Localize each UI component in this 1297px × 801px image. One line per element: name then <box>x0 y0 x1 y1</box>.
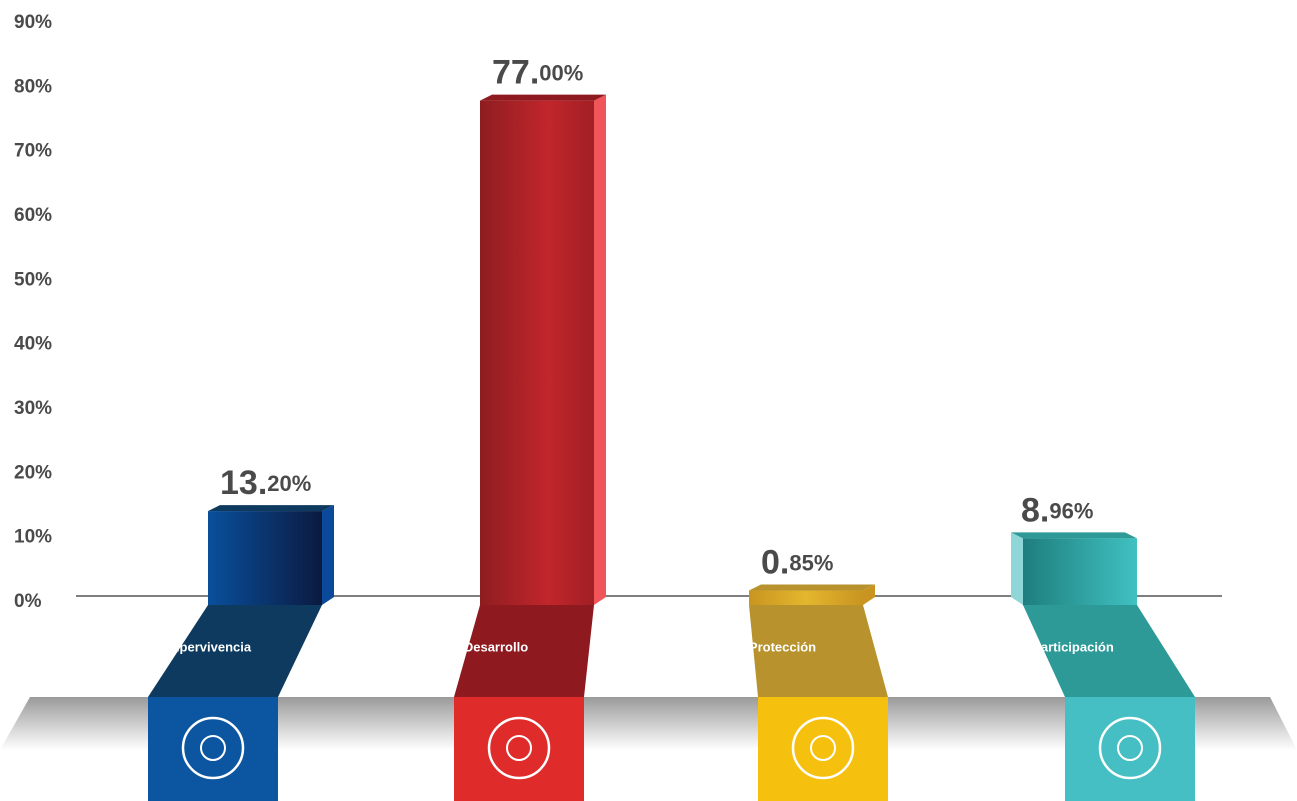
icon <box>1098 716 1162 780</box>
y-tick-label: 70% <box>14 141 52 162</box>
bar-side <box>322 505 334 605</box>
bar-side <box>1011 532 1023 605</box>
ribbon <box>148 605 322 697</box>
y-tick-label: 60% <box>14 205 52 226</box>
x-tick-label: Desarrollo <box>464 639 528 654</box>
y-tick-label: 30% <box>14 398 52 419</box>
bar-top <box>749 584 875 591</box>
floor <box>0 697 1297 750</box>
y-tick-label: 0% <box>14 591 42 612</box>
icon <box>487 716 551 780</box>
bar <box>1023 538 1137 596</box>
ribbon <box>749 605 888 697</box>
panel <box>758 697 888 801</box>
value-label: 13.20% <box>220 464 311 502</box>
panel <box>454 697 584 801</box>
value-label: 0.85% <box>761 544 833 582</box>
bar-base <box>208 596 322 605</box>
panel <box>1065 697 1195 801</box>
bar-base <box>1023 596 1137 605</box>
x-tick-label: Participación <box>1032 639 1114 654</box>
icon <box>181 716 245 780</box>
y-tick-label: 40% <box>14 334 52 355</box>
y-tick-label: 10% <box>14 527 52 548</box>
value-label: 77.00% <box>492 54 583 92</box>
ribbon <box>1023 605 1195 697</box>
bar-base <box>749 596 863 605</box>
value-label: 8.96% <box>1021 491 1093 529</box>
icon-inner <box>1117 735 1143 761</box>
ribbon <box>454 605 594 697</box>
y-tick-label: 50% <box>14 269 52 290</box>
y-tick-label: 90% <box>14 12 52 33</box>
icon-inner <box>200 735 226 761</box>
bar-side <box>863 584 875 605</box>
bar-top <box>208 505 334 512</box>
bar-top <box>480 94 606 101</box>
bar <box>749 590 863 596</box>
bar-base <box>480 596 594 605</box>
x-tick-label: Protección <box>749 639 816 654</box>
y-tick-label: 20% <box>14 462 52 483</box>
bar <box>208 511 322 596</box>
icon <box>791 716 855 780</box>
bar-side <box>594 94 606 605</box>
panel <box>148 697 278 801</box>
icon-inner <box>810 735 836 761</box>
y-tick-label: 80% <box>14 76 52 97</box>
bar-top <box>1011 532 1137 539</box>
bar <box>480 100 594 596</box>
icon-inner <box>506 735 532 761</box>
x-tick-label: Supervivencia <box>163 639 252 654</box>
